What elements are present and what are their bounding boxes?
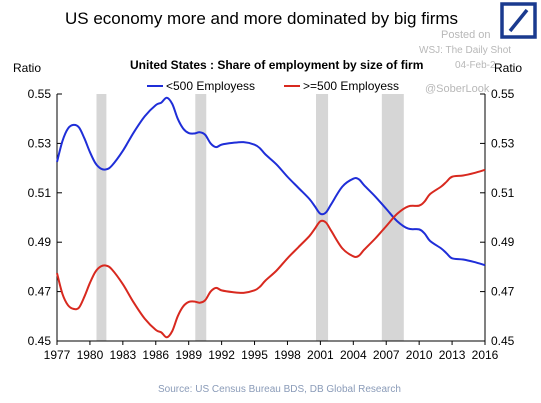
x-tick-label: 1980 (77, 348, 104, 362)
watermark-handle: @SoberLook (425, 83, 490, 95)
y-tick-label-right: 0.55 (491, 87, 515, 101)
y-tick-label-right: 0.51 (491, 186, 515, 200)
watermark-source: WSJ: The Daily Shot (419, 45, 511, 56)
legend: <500 Employess >=500 Employess (147, 79, 399, 93)
y-tick-label-left: 0.45 (28, 334, 52, 348)
recession-band-1 (96, 94, 107, 341)
x-tick-label: 2001 (307, 348, 334, 362)
x-tick-label: 1983 (109, 348, 136, 362)
series-line-small-firms (56, 96, 486, 267)
watermark-posted: Posted on (441, 29, 491, 41)
y-tick-label-right: 0.53 (491, 136, 515, 150)
y-tick-label-right: 0.45 (491, 334, 515, 348)
deutsche-bank-logo (500, 2, 537, 39)
y-tick-label-left: 0.49 (28, 235, 52, 249)
legend-label-small-firms: <500 Employess (166, 79, 255, 93)
y-axis-label-left: Ratio (13, 61, 41, 75)
chart-main-title: US economy more and more dominated by bi… (65, 9, 458, 28)
x-tick-label: 2010 (406, 348, 433, 362)
source-note: Source: US Census Bureau BDS, DB Global … (158, 384, 401, 395)
recession-bands (96, 94, 404, 341)
x-tick-label: 1989 (175, 348, 202, 362)
y-tick-label-left: 0.53 (28, 136, 52, 150)
recession-band-2 (195, 94, 207, 341)
x-tick-label: 2007 (373, 348, 400, 362)
y-tick-label-right: 0.47 (491, 285, 515, 299)
y-tick-label-left: 0.51 (28, 186, 52, 200)
x-tick-label: 2013 (439, 348, 466, 362)
x-tick-label: 1992 (208, 348, 235, 362)
y-tick-label-left: 0.47 (28, 285, 52, 299)
x-tick-label: 2004 (340, 348, 367, 362)
x-tick-label: 1995 (241, 348, 268, 362)
series-line-large-firms (56, 168, 486, 339)
chart-title: United States : Share of employment by s… (130, 58, 423, 72)
y-tick-label-right: 0.49 (491, 235, 515, 249)
axes: 0.55 0.55 0.53 0.53 0.51 0.51 0.49 0.49 0.47 0.47… (28, 87, 515, 362)
x-tick-label: 2016 (472, 348, 499, 362)
recession-band-3 (315, 94, 329, 341)
series-lines (56, 96, 486, 339)
x-tick-label: 1977 (44, 348, 71, 362)
watermark-date: 04-Feb-2 (455, 60, 496, 71)
x-tick-label: 1986 (142, 348, 169, 362)
y-axis-label-right: Ratio (494, 61, 522, 75)
y-tick-label-left: 0.55 (28, 87, 52, 101)
x-tick-label: 1998 (274, 348, 301, 362)
legend-label-large-firms: >=500 Employess (303, 79, 399, 93)
